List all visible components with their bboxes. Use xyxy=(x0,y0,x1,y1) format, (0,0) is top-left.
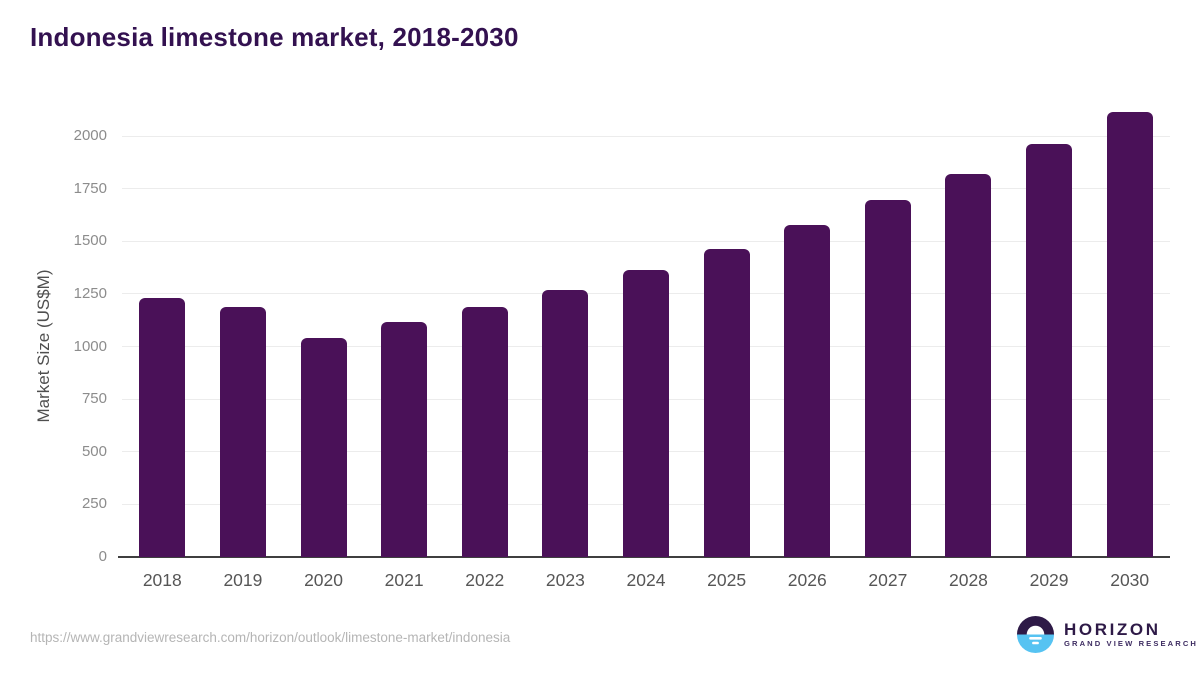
bar xyxy=(1026,144,1073,557)
bar xyxy=(219,306,266,557)
logo-subtitle: GRAND VIEW RESEARCH xyxy=(1064,639,1198,648)
x-tick-label: 2027 xyxy=(868,570,908,590)
bar xyxy=(381,322,428,557)
y-tick-label: 750 xyxy=(81,390,107,408)
h-gridline xyxy=(122,240,1170,242)
y-tick-label: 500 xyxy=(81,442,107,460)
bar xyxy=(703,248,750,557)
y-tick-label: 250 xyxy=(81,495,107,513)
page-title: Indonesia limestone market, 2018-2030 xyxy=(30,22,519,52)
logo-text: HORIZON GRAND VIEW RESEARCH xyxy=(1064,620,1198,649)
x-axis-line xyxy=(118,556,1170,558)
x-tick-label: 2024 xyxy=(626,570,666,590)
horizon-sunrise-icon xyxy=(1016,615,1055,654)
y-tick-label: 2000 xyxy=(73,127,107,144)
x-tick-label: 2023 xyxy=(545,570,585,590)
x-tick-label: 2028 xyxy=(948,570,988,590)
x-tick-label: 2030 xyxy=(1110,570,1150,590)
x-tick-label: 2029 xyxy=(1029,570,1069,590)
y-tick-label: 1500 xyxy=(73,232,107,250)
x-tick-label: 2020 xyxy=(304,570,343,590)
h-gridline xyxy=(122,135,1170,137)
bar xyxy=(623,269,669,557)
source-url: https://www.grandviewresearch.com/horizo… xyxy=(30,630,511,645)
x-tick-label: 2018 xyxy=(142,570,182,590)
bar xyxy=(139,298,186,557)
x-tick-label: 2026 xyxy=(787,570,827,590)
bar xyxy=(300,338,347,557)
x-tick-label: 2019 xyxy=(223,570,263,590)
bar xyxy=(1106,111,1153,557)
y-tick-label: 0 xyxy=(98,548,107,565)
y-tick-label: 1000 xyxy=(73,337,107,355)
bar xyxy=(542,289,589,557)
bar xyxy=(461,306,508,557)
x-tick-label: 2022 xyxy=(465,570,505,590)
x-tick-label: 2025 xyxy=(707,570,747,590)
x-tick-label: 2021 xyxy=(384,570,424,590)
y-tick-label: 1250 xyxy=(73,284,107,302)
h-gridline xyxy=(122,188,1170,190)
horizon-logo: HORIZON GRAND VIEW RESEARCH xyxy=(1016,615,1198,654)
y-tick-label: 1750 xyxy=(73,179,107,197)
y-axis-title: Market Size (US$M) xyxy=(34,269,53,423)
bar xyxy=(784,225,831,557)
logo-title: HORIZON xyxy=(1064,620,1161,639)
bar xyxy=(864,200,911,557)
bar xyxy=(945,173,992,557)
